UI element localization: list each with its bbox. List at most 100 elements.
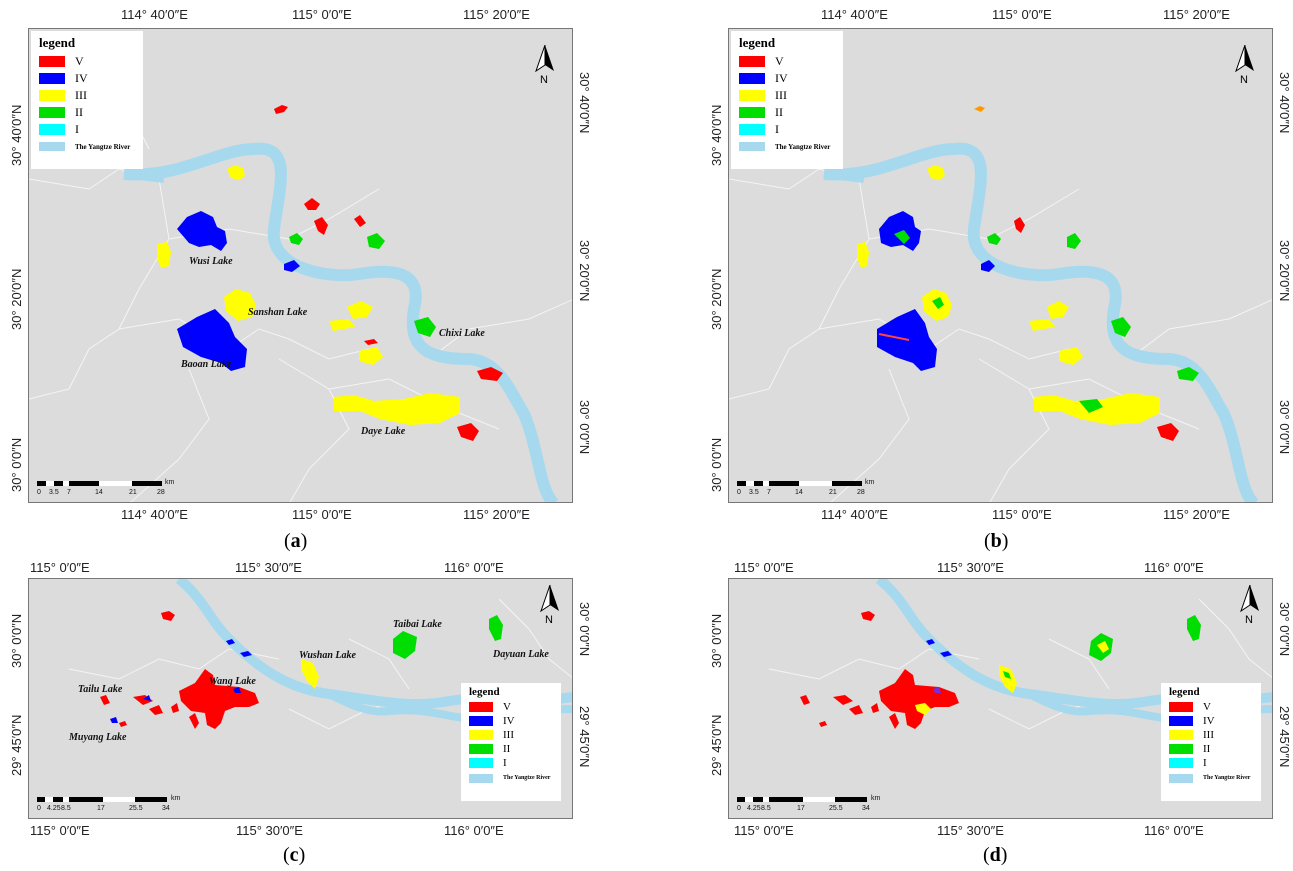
left-coord-a-3: 30° 0′0″N <box>9 437 24 492</box>
legend-item-i-a: I <box>39 121 137 138</box>
right-coord-b-1: 30° 40′0″N <box>1277 72 1292 134</box>
scale-bar-d: 0 4.25 8.5 17 25.5 34 km <box>737 795 897 818</box>
left-coord-a-2: 30° 20′0″N <box>9 268 24 330</box>
scale-tick-b-1: 3.5 <box>749 489 759 496</box>
north-label-c: N <box>545 614 553 625</box>
top-coord-b-1: 114° 40′0″E <box>821 7 888 22</box>
caption-c: (c) <box>283 844 306 866</box>
bottom-coord-b-1: 114° 40′0″E <box>821 507 888 522</box>
map-canvas-a <box>29 88 572 502</box>
left-coord-b-2: 30° 20′0″N <box>709 268 724 330</box>
legend-title-c: legend <box>469 686 500 698</box>
legend-item-ii-c: II <box>469 742 555 756</box>
bottom-coord-c-3: 116° 0′0″E <box>444 823 504 838</box>
legend-item-v-c: V <box>469 700 555 714</box>
north-label-a: N <box>540 74 548 85</box>
scale-tick-d-1: 4.25 <box>747 805 761 812</box>
caption-b: (b) <box>984 530 1009 552</box>
legend-item-i-d: I <box>1169 756 1255 770</box>
top-coord-b-2: 115° 0′0″E <box>992 7 1052 22</box>
scale-tick-b-2: 7 <box>767 489 771 496</box>
legend-item-river-a: The Yangtze River <box>39 138 137 155</box>
scale-tick-c-2: 8.5 <box>61 805 71 812</box>
bottom-coord-d-3: 116° 0′0″E <box>1144 823 1204 838</box>
right-coord-a-3: 30° 0′0″N <box>577 400 592 455</box>
lake-label-wushan: Wushan Lake <box>299 650 356 661</box>
scale-tick-d-5: 34 <box>862 805 870 812</box>
lake-label-tailu: Tailu Lake <box>78 684 123 695</box>
caption-a: (a) <box>284 530 308 552</box>
legend-title-d: legend <box>1169 686 1200 698</box>
yangtze-river-a <box>123 142 559 502</box>
map-frame-a: legend V IV III II I The Yangtze River N… <box>28 28 573 503</box>
left-coord-c-1: 30° 0′0″N <box>9 613 24 668</box>
legend-item-iv-c: IV <box>469 714 555 728</box>
legend-item-i-c: I <box>469 756 555 770</box>
scale-tick-c-3: 17 <box>97 805 105 812</box>
right-coord-a-1: 30° 40′0″N <box>577 72 592 134</box>
bottom-coord-b-3: 115° 20′0″E <box>1163 507 1230 522</box>
legend-item-ii-a: II <box>39 104 137 121</box>
lake-label-taibai: Taibai Lake <box>393 619 442 630</box>
legend-item-iii-c: III <box>469 728 555 742</box>
scale-bar-c: 0 4.25 8.5 17 25.5 34 km <box>37 795 197 818</box>
top-coord-c-2: 115° 30′0″E <box>235 560 302 575</box>
left-coord-d-1: 30° 0′0″N <box>709 613 724 668</box>
right-coord-d-2: 29° 45′0″N <box>1277 706 1292 768</box>
bottom-coord-d-1: 115° 0′0″E <box>734 823 794 838</box>
scale-tick-a-3: 14 <box>95 489 103 496</box>
north-label-b: N <box>1240 74 1248 85</box>
left-coord-c-2: 29° 45′0″N <box>9 714 24 776</box>
scale-tick-a-2: 7 <box>67 489 71 496</box>
scale-tick-d-0: 0 <box>737 805 741 812</box>
top-coord-a-1: 114° 40′0″E <box>121 7 188 22</box>
scale-unit-c: km <box>171 795 181 802</box>
lake-label-dayuan: Dayuan Lake <box>493 649 549 660</box>
legend-item-river-b: The Yangtze River <box>739 138 837 155</box>
scale-tick-a-1: 3.5 <box>49 489 59 496</box>
left-coord-b-3: 30° 0′0″N <box>709 437 724 492</box>
map-canvas-b <box>729 106 1272 502</box>
bottom-coord-a-3: 115° 20′0″E <box>463 507 530 522</box>
north-arrow-icon-c: N <box>537 585 563 625</box>
legend-item-iii-a: III <box>39 87 137 104</box>
legend-box-d: legend V IV III II I The Yangtze River <box>1161 683 1261 801</box>
lake-label-wang: Wang Lake <box>209 676 256 687</box>
bottom-coord-b-2: 115° 0′0″E <box>992 507 1052 522</box>
north-arrow-icon-b: N <box>1232 45 1258 85</box>
map-frame-b: legend V IV III II I The Yangtze River N… <box>728 28 1273 503</box>
legend-item-iv-a: IV <box>39 70 137 87</box>
legend-item-river-d: The Yangtze River <box>1169 770 1255 786</box>
lake-label-chixi: Chixi Lake <box>439 328 485 339</box>
lake-label-baoan: Baoan Lake <box>181 359 232 370</box>
right-coord-d-1: 30° 0′0″N <box>1277 602 1292 657</box>
scale-tick-b-3: 14 <box>795 489 803 496</box>
right-coord-b-3: 30° 0′0″N <box>1277 400 1292 455</box>
scale-bar-a: 0 3.5 7 14 21 28 km <box>37 479 197 502</box>
bottom-coord-a-2: 115° 0′0″E <box>292 507 352 522</box>
legend-item-i-b: I <box>739 121 837 138</box>
scale-tick-b-5: 28 <box>857 489 865 496</box>
scale-tick-d-4: 25.5 <box>829 805 843 812</box>
scale-tick-b-4: 21 <box>829 489 837 496</box>
map-frame-d: N legend V IV III II I The Yangtze River… <box>728 578 1273 819</box>
legend-item-iv-b: IV <box>739 70 837 87</box>
top-coord-a-3: 115° 20′0″E <box>463 7 530 22</box>
legend-item-v-d: V <box>1169 700 1255 714</box>
lake-label-daye: Daye Lake <box>361 426 406 437</box>
scale-tick-a-5: 28 <box>157 489 165 496</box>
bottom-coord-a-1: 114° 40′0″E <box>121 507 188 522</box>
scale-unit-d: km <box>871 795 881 802</box>
scale-tick-b-0: 0 <box>737 489 741 496</box>
scale-tick-a-4: 21 <box>129 489 137 496</box>
legend-box-b: legend V IV III II I The Yangtze River <box>731 31 843 169</box>
legend-item-iii-b: III <box>739 87 837 104</box>
bottom-coord-d-2: 115° 30′0″E <box>937 823 1004 838</box>
top-coord-c-3: 116° 0′0″E <box>444 560 504 575</box>
scale-tick-d-3: 17 <box>797 805 805 812</box>
scale-tick-c-5: 34 <box>162 805 170 812</box>
left-coord-d-2: 29° 45′0″N <box>709 714 724 776</box>
scale-tick-c-1: 4.25 <box>47 805 61 812</box>
scale-bar-b: 0 3.5 7 14 21 28 km <box>737 479 897 502</box>
top-coord-b-3: 115° 20′0″E <box>1163 7 1230 22</box>
